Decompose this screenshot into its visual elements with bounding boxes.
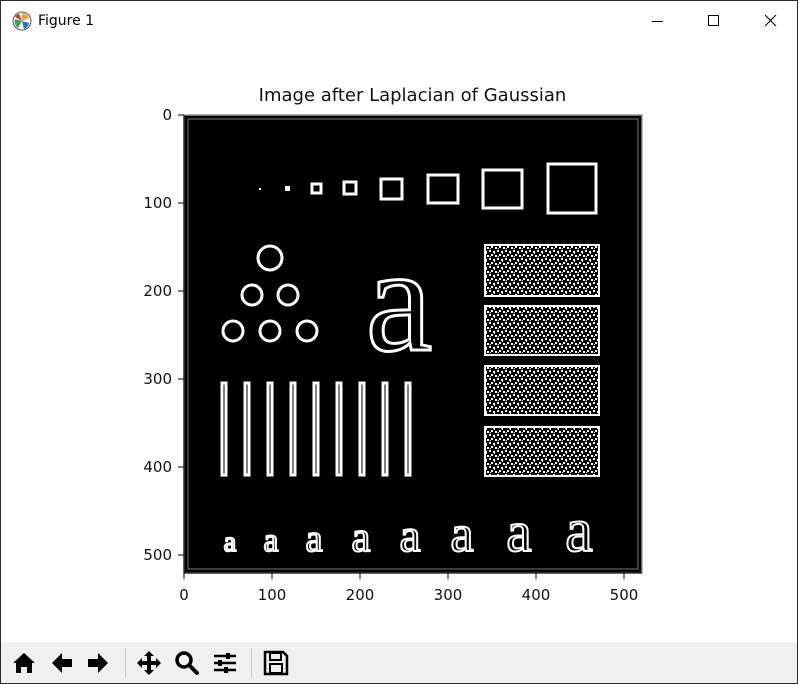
svg-text:a: a: [366, 217, 433, 383]
x-axis: 0 100 200 300 400 500: [179, 572, 642, 604]
svg-text:a: a: [506, 501, 531, 564]
forward-button[interactable]: [82, 647, 114, 679]
svg-text:a: a: [224, 527, 237, 558]
forward-arrow-icon: [88, 653, 108, 673]
log-filtered-image: a: [183, 114, 643, 574]
svg-text:a: a: [352, 515, 371, 561]
x-tick-label: 500: [610, 586, 639, 604]
y-tick-label: 0: [162, 106, 172, 124]
y-axis: 0 100 200 300 400 500: [143, 106, 185, 573]
y-tick-label: 500: [143, 546, 172, 564]
minimize-button[interactable]: [629, 1, 687, 42]
svg-text:a: a: [264, 523, 279, 559]
svg-text:a: a: [400, 510, 421, 562]
x-tick-label: 300: [434, 586, 463, 604]
maximize-icon: [708, 15, 719, 26]
y-tick-label: 400: [143, 458, 172, 476]
toolbar-separator: [251, 648, 252, 678]
maximize-button[interactable]: [685, 1, 743, 42]
figure-canvas[interactable]: Image after Laplacian of Gaussian: [1, 42, 797, 640]
svg-text:a: a: [565, 497, 593, 565]
svg-text:a: a: [450, 506, 473, 563]
title-bar: Figure 1: [1, 1, 797, 42]
back-button[interactable]: [46, 647, 78, 679]
svg-text:a: a: [306, 518, 323, 560]
back-arrow-icon: [52, 653, 72, 673]
y-tick-label: 100: [143, 194, 172, 212]
pan-button[interactable]: [133, 647, 165, 679]
navigation-toolbar: [1, 642, 797, 683]
plot-axes: a: [143, 106, 643, 604]
window-title: Figure 1: [38, 13, 95, 29]
x-tick-label: 400: [522, 586, 551, 604]
pan-icon: [137, 651, 161, 675]
zoom-button[interactable]: [171, 647, 203, 679]
y-tick-label: 300: [143, 370, 172, 388]
y-tick-label: 200: [143, 282, 172, 300]
home-icon: [13, 653, 35, 673]
toolbar-separator: [125, 648, 126, 678]
save-button[interactable]: [260, 647, 292, 679]
minimize-icon: [652, 21, 663, 22]
x-tick-label: 0: [179, 586, 189, 604]
plot-title: Image after Laplacian of Gaussian: [258, 85, 567, 106]
x-tick-label: 200: [346, 586, 375, 604]
configure-subplots-button[interactable]: [209, 647, 241, 679]
close-button[interactable]: [742, 1, 798, 42]
zoom-icon: [175, 651, 199, 675]
matplotlib-logo-icon: [12, 11, 32, 31]
close-icon: [765, 15, 777, 27]
save-icon: [263, 650, 289, 676]
x-tick-label: 100: [258, 586, 287, 604]
home-button[interactable]: [8, 647, 40, 679]
configure-subplots-icon: [214, 653, 236, 673]
